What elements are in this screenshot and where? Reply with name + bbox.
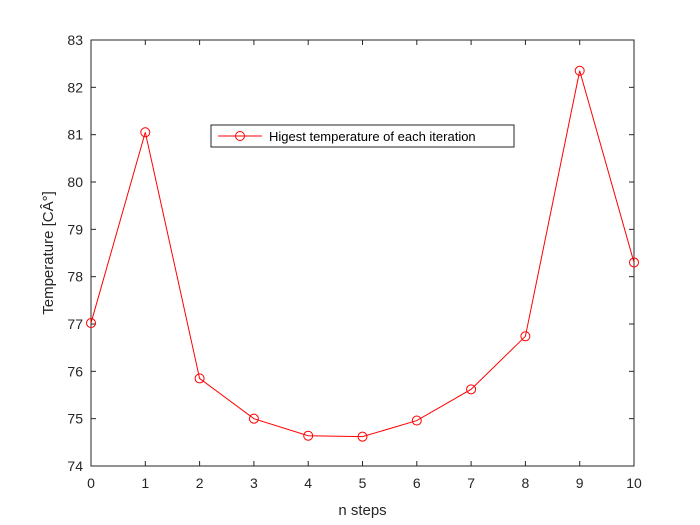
x-tick-label: 8 (522, 475, 530, 491)
series-line (90, 70, 635, 438)
y-tick-label: 74 (67, 458, 83, 474)
y-tick-label: 78 (67, 269, 83, 285)
data-point (357, 431, 368, 442)
x-axis-label: n steps (338, 502, 386, 519)
y-tick-label: 75 (67, 411, 83, 427)
x-tick-label: 9 (576, 475, 584, 491)
data-point (574, 65, 585, 76)
legend-entry-label: Higest temperature of each iteration (269, 129, 476, 144)
y-tick-label: 79 (67, 221, 83, 237)
data-point (520, 331, 531, 342)
x-tick-label: 6 (413, 475, 421, 491)
x-tick-label: 7 (467, 475, 475, 491)
x-tick-label: 2 (196, 475, 204, 491)
y-axis-label: Temperature [CÂ°] (40, 191, 57, 315)
x-tick-label: 3 (250, 475, 258, 491)
x-tick-label: 0 (87, 475, 95, 491)
data-point (86, 318, 96, 329)
axes-box (90, 39, 635, 467)
y-tick-label: 80 (67, 174, 83, 190)
plot-area (90, 39, 635, 467)
series-layer (86, 65, 639, 442)
data-point (194, 373, 205, 384)
y-tick-label: 77 (67, 316, 83, 332)
legend-box (210, 124, 515, 148)
data-point (248, 413, 259, 424)
x-tick-label: 10 (626, 475, 642, 491)
y-axis: 74 75 76 77 78 79 80 81 82 83 (67, 32, 634, 474)
legend: Higest temperature of each iteration (210, 124, 515, 148)
data-point (411, 415, 422, 426)
x-tick-label: 5 (359, 475, 367, 491)
data-point (140, 127, 151, 138)
y-tick-label: 81 (67, 127, 83, 143)
x-axis: 0 1 2 3 4 5 6 7 8 9 10 (87, 40, 642, 491)
x-tick-label: 1 (141, 475, 149, 491)
y-tick-label: 76 (67, 363, 83, 379)
data-point (629, 257, 639, 268)
legend-marker-icon (235, 131, 245, 141)
y-tick-label: 82 (67, 79, 83, 95)
y-tick-label: 83 (67, 32, 83, 48)
data-point (466, 384, 477, 395)
data-point (303, 430, 314, 441)
x-tick-label: 4 (304, 475, 312, 491)
